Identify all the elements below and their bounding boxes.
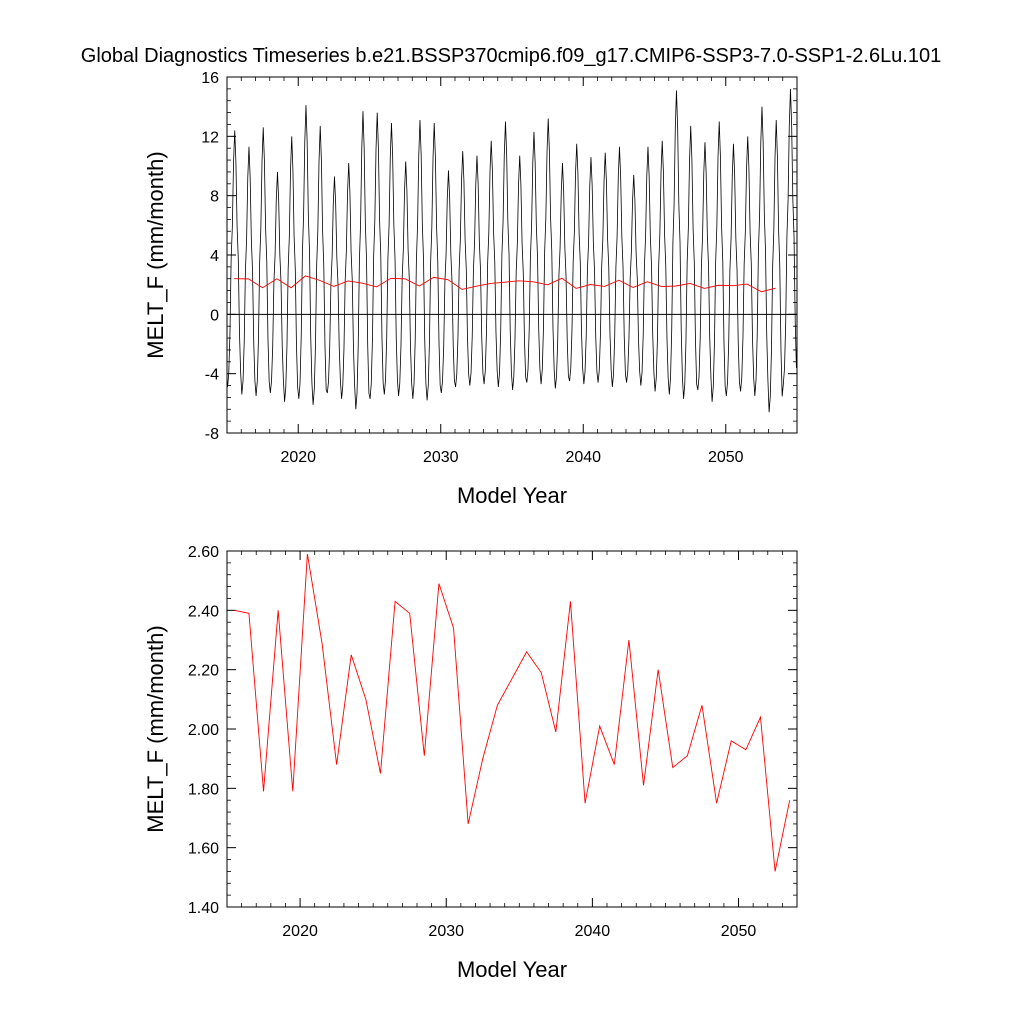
plot-frame <box>226 550 798 908</box>
series-line-annual <box>234 553 791 872</box>
y-tick-label: 1.60 <box>188 841 219 858</box>
y-tick-label: 4 <box>210 248 219 265</box>
y-tick-label: 1.40 <box>188 900 219 917</box>
x-axis-label: Model Year <box>457 957 567 982</box>
series-line-monthly <box>227 88 797 413</box>
plot-area <box>234 553 791 872</box>
plot-monthly: 2020 2030 2040 2050 -8 -4 0 4 8 12 16 Model Year MEL… <box>143 70 798 508</box>
x-tick-label: 2040 <box>575 923 611 940</box>
series-line-annual <box>234 275 776 293</box>
y-tick-label: 2.20 <box>188 663 219 680</box>
x-tick-label: 2020 <box>280 449 316 466</box>
y-tick-label: 1.80 <box>188 781 219 798</box>
x-tick-label: 2030 <box>423 449 459 466</box>
x-tick-label: 2050 <box>708 449 744 466</box>
y-tick-label: 8 <box>210 189 219 206</box>
x-tick-label: 2050 <box>721 923 757 940</box>
x-tick-label: 2030 <box>428 923 464 940</box>
y-tick-label: -8 <box>205 426 219 443</box>
y-axis-label: MELT_F (mm/month) <box>143 151 168 358</box>
y-tick-label: -4 <box>205 367 219 384</box>
chart-title: Global Diagnostics Timeseries b.e21.BSSP… <box>81 45 941 67</box>
y-tick-label: 12 <box>201 129 219 146</box>
x-tick-label: 2040 <box>565 449 601 466</box>
y-tick-label: 2.00 <box>188 722 219 739</box>
x-tick-label: 2020 <box>282 923 318 940</box>
y-tick-label: 2.60 <box>188 544 219 561</box>
plot-annual: 2020 2030 2040 2050 1.40 1.60 1.80 2.00 2.20 2.40… <box>143 544 798 982</box>
y-axis-label: MELT_F (mm/month) <box>143 625 168 832</box>
plot-area <box>227 88 797 413</box>
y-tick-label: 0 <box>210 307 219 324</box>
y-tick-label: 16 <box>201 70 219 87</box>
y-tick-label: 2.40 <box>188 603 219 620</box>
x-axis-label: Model Year <box>457 483 567 508</box>
